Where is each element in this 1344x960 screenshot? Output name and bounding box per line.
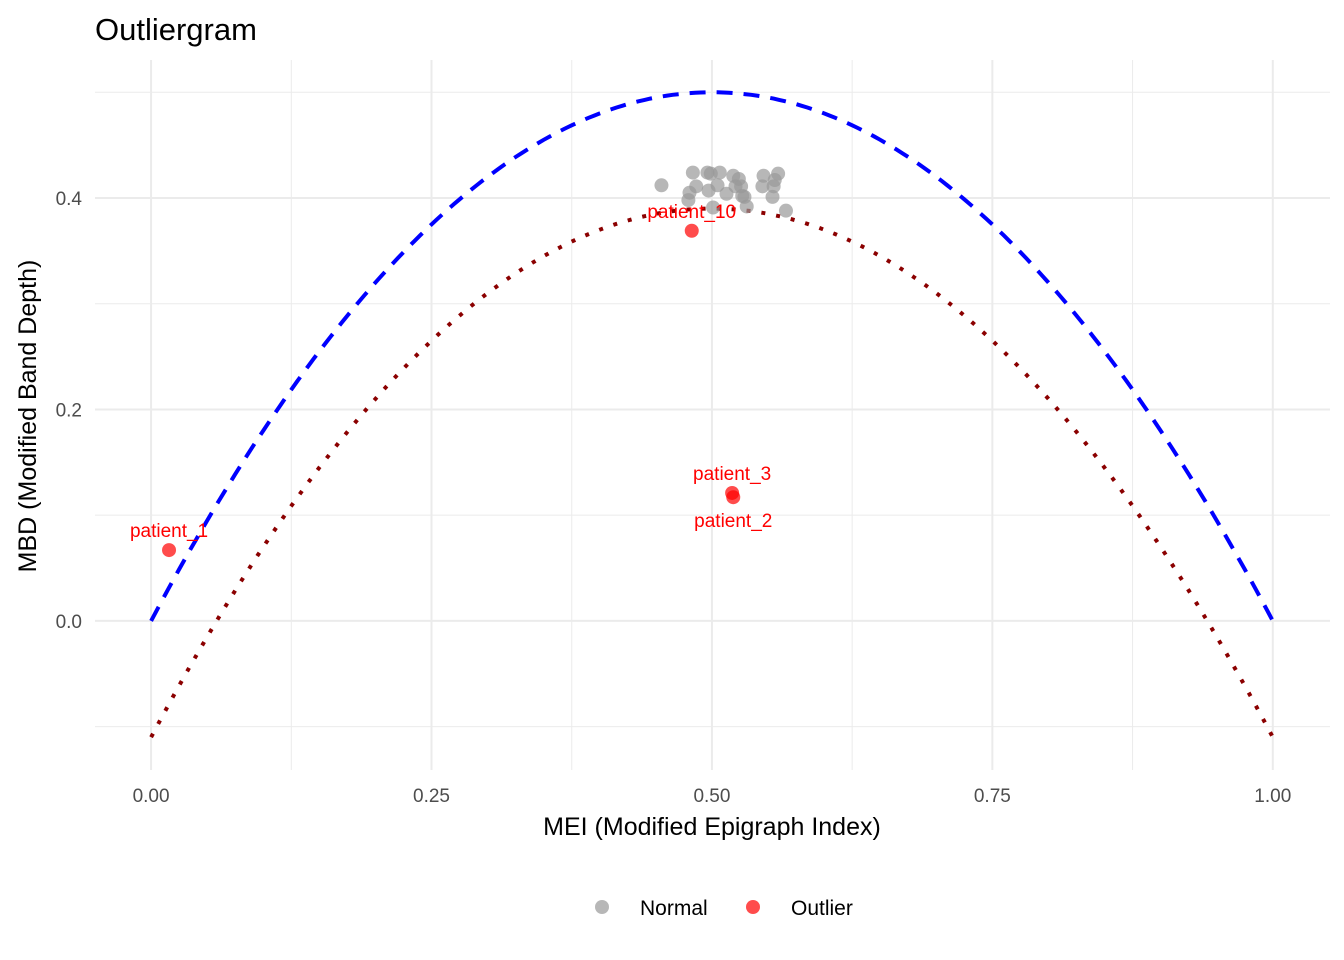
points bbox=[162, 165, 793, 558]
y-axis-title: MBD (Modified Band Depth) bbox=[14, 260, 42, 573]
legend-label-normal: Normal bbox=[640, 897, 708, 920]
normal-point bbox=[685, 165, 700, 180]
x-axis-ticks: 0.00 0.25 0.50 0.75 1.00 bbox=[133, 786, 1292, 807]
normal-point bbox=[739, 199, 754, 214]
x-tick-label: 0.00 bbox=[133, 786, 170, 807]
grid bbox=[95, 60, 1330, 770]
chart-title: Outliergram bbox=[95, 12, 257, 47]
normal-point bbox=[712, 165, 727, 180]
y-tick-label: 0.0 bbox=[56, 612, 82, 633]
legend-key-normal bbox=[595, 900, 609, 914]
normal-point bbox=[778, 203, 793, 218]
normal-point bbox=[706, 200, 721, 215]
normal-point bbox=[681, 193, 696, 208]
normal-point bbox=[756, 168, 771, 183]
curves bbox=[149, 90, 1275, 739]
outlier-label: patient_3 bbox=[693, 464, 771, 485]
outlier-label: patient_2 bbox=[694, 511, 772, 532]
outlier-point bbox=[684, 223, 699, 238]
outlier-label: patient_1 bbox=[130, 521, 208, 542]
x-tick-label: 0.50 bbox=[693, 786, 730, 807]
normal-point bbox=[755, 179, 770, 194]
legend-key-outlier bbox=[746, 900, 760, 914]
legend: Normal Outlier bbox=[595, 897, 853, 920]
point-labels: patient_10 patient_1 patient_3 patient_2 bbox=[130, 202, 772, 542]
legend-label-outlier: Outlier bbox=[791, 897, 853, 920]
lower-fence-curve bbox=[149, 206, 1275, 739]
x-tick-label: 1.00 bbox=[1254, 786, 1291, 807]
normal-point bbox=[710, 178, 725, 193]
outlier-label: patient_10 bbox=[647, 202, 736, 223]
y-tick-label: 0.2 bbox=[56, 400, 82, 421]
x-axis-title: MEI (Modified Epigraph Index) bbox=[543, 813, 881, 841]
y-axis-ticks: 0.0 0.2 0.4 bbox=[56, 189, 83, 633]
normal-point bbox=[765, 189, 780, 204]
x-tick-label: 0.75 bbox=[974, 786, 1011, 807]
normal-point bbox=[766, 179, 781, 194]
outlier-point bbox=[726, 490, 741, 505]
x-tick-label: 0.25 bbox=[413, 786, 450, 807]
normal-point bbox=[654, 178, 669, 193]
outlier-point bbox=[162, 543, 177, 558]
y-tick-label: 0.4 bbox=[56, 189, 83, 210]
